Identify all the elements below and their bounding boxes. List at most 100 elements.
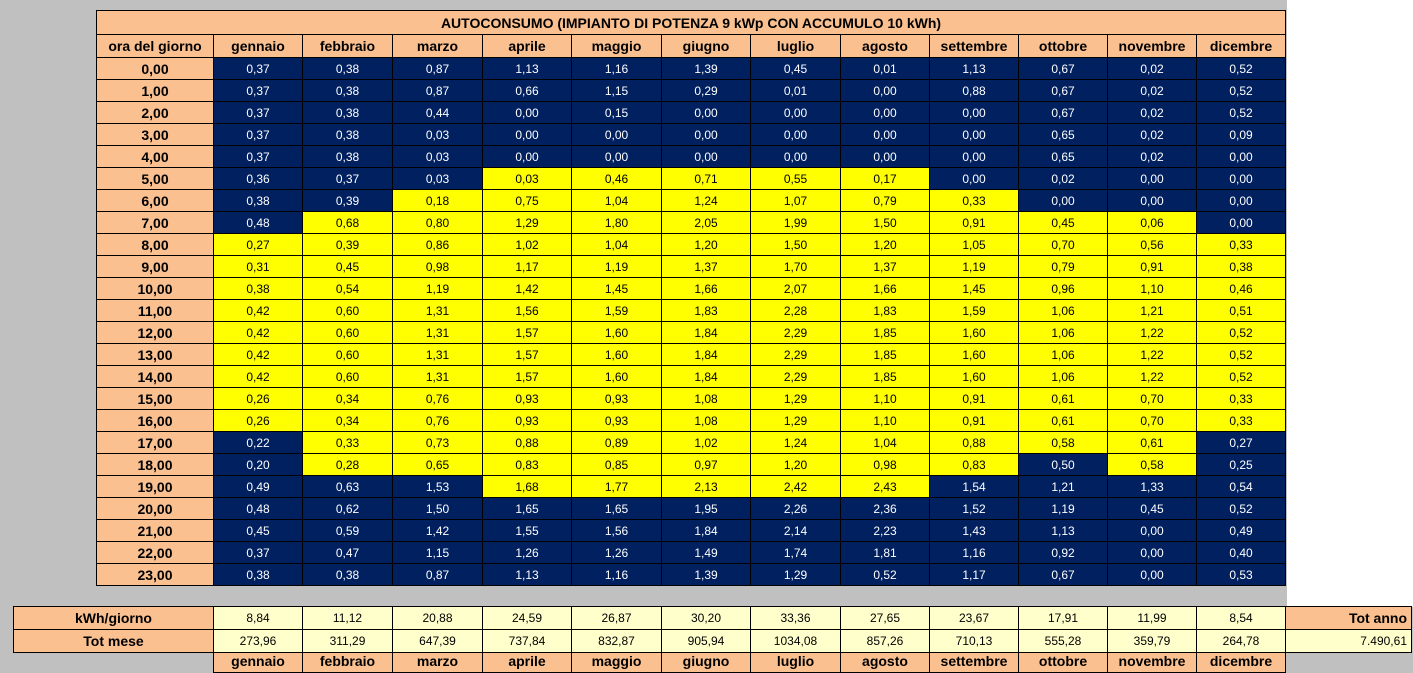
value-cell[interactable]: 0,55 (750, 167, 841, 190)
value-cell[interactable]: 0,38 (302, 563, 393, 586)
value-cell[interactable]: 0,31 (213, 255, 303, 278)
value-cell[interactable]: 0,00 (929, 123, 1019, 146)
value-cell[interactable]: 0,37 (213, 541, 303, 564)
value-cell[interactable]: 0,27 (213, 233, 303, 256)
value-cell[interactable]: 0,37 (213, 123, 303, 146)
value-cell[interactable]: 0,38 (213, 189, 303, 212)
value-cell[interactable]: 0,02 (1107, 101, 1197, 124)
value-cell[interactable]: 0,45 (213, 519, 303, 542)
value-cell[interactable]: 1,99 (750, 211, 841, 234)
value-cell[interactable]: 0,73 (392, 431, 483, 454)
value-cell[interactable]: 1,10 (840, 387, 930, 410)
value-cell[interactable]: 0,67 (1018, 57, 1108, 80)
value-cell[interactable]: 0,54 (1196, 475, 1286, 498)
value-cell[interactable]: 0,00 (1107, 167, 1197, 190)
value-cell[interactable]: 0,52 (1196, 497, 1286, 520)
value-cell[interactable]: 1,84 (661, 343, 751, 366)
value-cell[interactable]: 1,06 (1018, 321, 1108, 344)
value-cell[interactable]: 1,13 (1018, 519, 1108, 542)
value-cell[interactable]: 1,74 (750, 541, 841, 564)
value-cell[interactable]: 1,26 (571, 541, 662, 564)
footer-month-novembre[interactable]: novembre (1107, 652, 1197, 673)
month-header-maggio[interactable]: maggio (571, 34, 662, 58)
value-cell[interactable]: 1,21 (1107, 299, 1197, 322)
value-cell[interactable]: 0,61 (1018, 409, 1108, 432)
month-header-agosto[interactable]: agosto (840, 34, 930, 58)
daily-cell[interactable]: 30,20 (661, 606, 751, 630)
value-cell[interactable]: 0,48 (213, 497, 303, 520)
value-cell[interactable]: 0,38 (302, 57, 393, 80)
value-cell[interactable]: 1,39 (661, 57, 751, 80)
value-cell[interactable]: 1,37 (661, 255, 751, 278)
value-cell[interactable]: 0,65 (1018, 123, 1108, 146)
value-cell[interactable]: 1,31 (392, 343, 483, 366)
value-cell[interactable]: 2,07 (750, 277, 841, 300)
value-cell[interactable]: 0,28 (302, 453, 393, 476)
hour-cell[interactable]: 13,00 (96, 343, 214, 366)
value-cell[interactable]: 1,04 (840, 431, 930, 454)
value-cell[interactable]: 1,31 (392, 299, 483, 322)
value-cell[interactable]: 0,00 (929, 145, 1019, 168)
value-cell[interactable]: 0,53 (1196, 563, 1286, 586)
value-cell[interactable]: 1,13 (482, 563, 572, 586)
value-cell[interactable]: 0,93 (571, 409, 662, 432)
value-cell[interactable]: 1,15 (571, 79, 662, 102)
value-cell[interactable]: 1,83 (840, 299, 930, 322)
value-cell[interactable]: 0,37 (213, 101, 303, 124)
value-cell[interactable]: 0,26 (213, 387, 303, 410)
value-cell[interactable]: 0,39 (302, 233, 393, 256)
monthly-total-label[interactable]: Tot mese (13, 629, 214, 653)
footer-month-ottobre[interactable]: ottobre (1018, 652, 1108, 673)
value-cell[interactable]: 0,75 (482, 189, 572, 212)
value-cell[interactable]: 0,00 (929, 101, 1019, 124)
hour-cell[interactable]: 19,00 (96, 475, 214, 498)
value-cell[interactable]: 1,83 (661, 299, 751, 322)
value-cell[interactable]: 0,76 (392, 409, 483, 432)
value-cell[interactable]: 0,40 (1196, 541, 1286, 564)
value-cell[interactable]: 1,29 (750, 387, 841, 410)
hour-cell[interactable]: 18,00 (96, 453, 214, 476)
value-cell[interactable]: 1,60 (929, 343, 1019, 366)
value-cell[interactable]: 1,08 (661, 409, 751, 432)
value-cell[interactable]: 0,02 (1018, 167, 1108, 190)
value-cell[interactable]: 0,06 (1107, 211, 1197, 234)
value-cell[interactable]: 0,49 (213, 475, 303, 498)
value-cell[interactable]: 1,50 (392, 497, 483, 520)
value-cell[interactable]: 1,56 (482, 299, 572, 322)
value-cell[interactable]: 1,24 (661, 189, 751, 212)
value-cell[interactable]: 0,00 (750, 145, 841, 168)
value-cell[interactable]: 0,49 (1196, 519, 1286, 542)
value-cell[interactable]: 1,04 (571, 233, 662, 256)
value-cell[interactable]: 0,54 (302, 277, 393, 300)
value-cell[interactable]: 2,29 (750, 321, 841, 344)
value-cell[interactable]: 0,39 (302, 189, 393, 212)
value-cell[interactable]: 0,79 (1018, 255, 1108, 278)
value-cell[interactable]: 0,00 (482, 123, 572, 146)
footer-month-aprile[interactable]: aprile (482, 652, 572, 673)
value-cell[interactable]: 1,60 (571, 321, 662, 344)
value-cell[interactable]: 0,80 (392, 211, 483, 234)
value-cell[interactable]: 1,85 (840, 365, 930, 388)
value-cell[interactable]: 1,08 (661, 387, 751, 410)
hour-cell[interactable]: 23,00 (96, 563, 214, 586)
value-cell[interactable]: 1,43 (929, 519, 1019, 542)
daily-cell[interactable]: 8,84 (213, 606, 303, 630)
value-cell[interactable]: 0,51 (1196, 299, 1286, 322)
value-cell[interactable]: 0,86 (392, 233, 483, 256)
hour-cell[interactable]: 4,00 (96, 145, 214, 168)
value-cell[interactable]: 1,81 (840, 541, 930, 564)
hour-cell[interactable]: 20,00 (96, 497, 214, 520)
value-cell[interactable]: 0,20 (213, 453, 303, 476)
footer-month-gennaio[interactable]: gennaio (213, 652, 303, 673)
value-cell[interactable]: 0,85 (571, 453, 662, 476)
value-cell[interactable]: 1,16 (571, 563, 662, 586)
value-cell[interactable]: 1,17 (482, 255, 572, 278)
value-cell[interactable]: 0,87 (392, 563, 483, 586)
value-cell[interactable]: 0,45 (1107, 497, 1197, 520)
value-cell[interactable]: 2,36 (840, 497, 930, 520)
value-cell[interactable]: 1,77 (571, 475, 662, 498)
value-cell[interactable]: 0,02 (1107, 79, 1197, 102)
value-cell[interactable]: 1,70 (750, 255, 841, 278)
value-cell[interactable]: 0,65 (392, 453, 483, 476)
value-cell[interactable]: 0,34 (302, 409, 393, 432)
